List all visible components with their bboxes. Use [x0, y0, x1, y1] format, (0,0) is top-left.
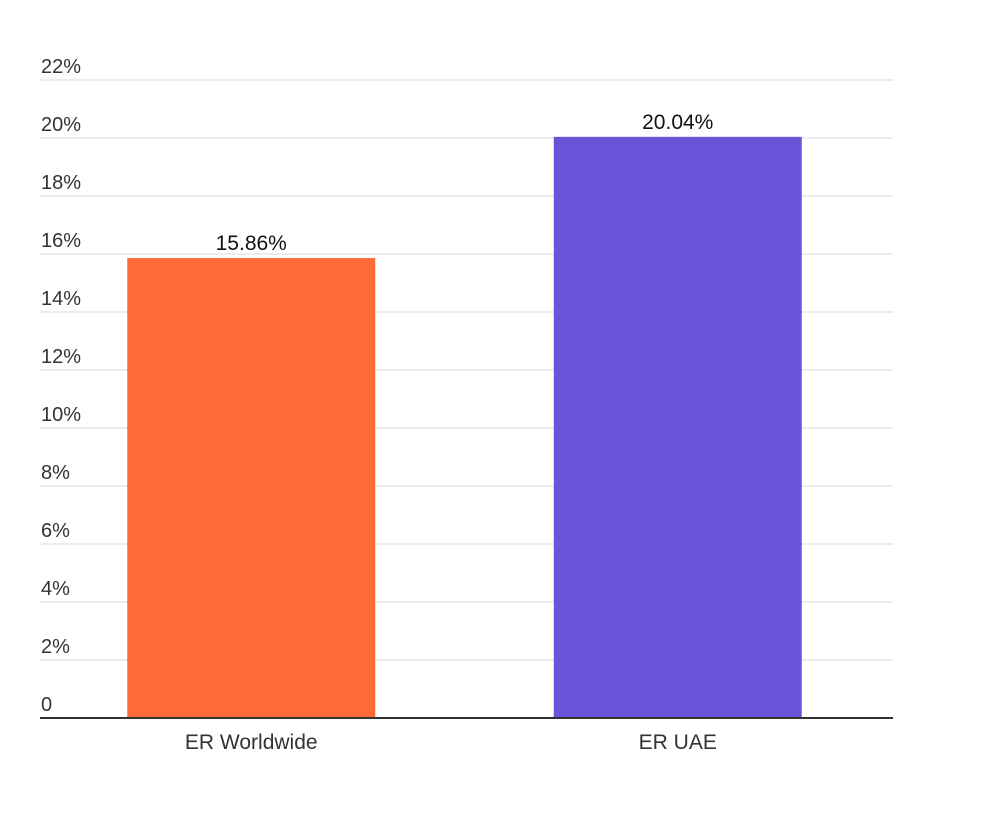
y-tick-label: 14% — [41, 288, 81, 310]
y-tick-label: 10% — [41, 404, 81, 426]
data-labels: 15.86% 20.04% — [216, 111, 714, 255]
y-tick-label: 20% — [41, 114, 81, 136]
bars — [127, 136, 802, 719]
y-tick-label: 16% — [41, 230, 81, 252]
category-label: ER Worldwide — [185, 731, 318, 754]
data-label: 20.04% — [642, 111, 713, 134]
x-axis-category-labels: ER Worldwide ER UAE — [185, 731, 717, 754]
y-tick-label: 4% — [41, 578, 70, 600]
data-label: 15.86% — [216, 232, 287, 255]
y-axis-tick-labels: 0 2% 4% 6% 8% 10% 12% 14% 16% 18% 20% 22% — [41, 56, 81, 716]
y-tick-label: 12% — [41, 346, 81, 368]
bar — [127, 258, 376, 718]
y-tick-label: 8% — [41, 462, 70, 484]
y-tick-label: 0 — [41, 694, 52, 716]
category-label: ER UAE — [639, 731, 717, 754]
y-tick-label: 18% — [41, 172, 81, 194]
bar — [553, 136, 802, 719]
y-tick-label: 2% — [41, 636, 70, 658]
y-tick-label: 22% — [41, 56, 81, 78]
y-tick-label: 6% — [41, 520, 70, 542]
